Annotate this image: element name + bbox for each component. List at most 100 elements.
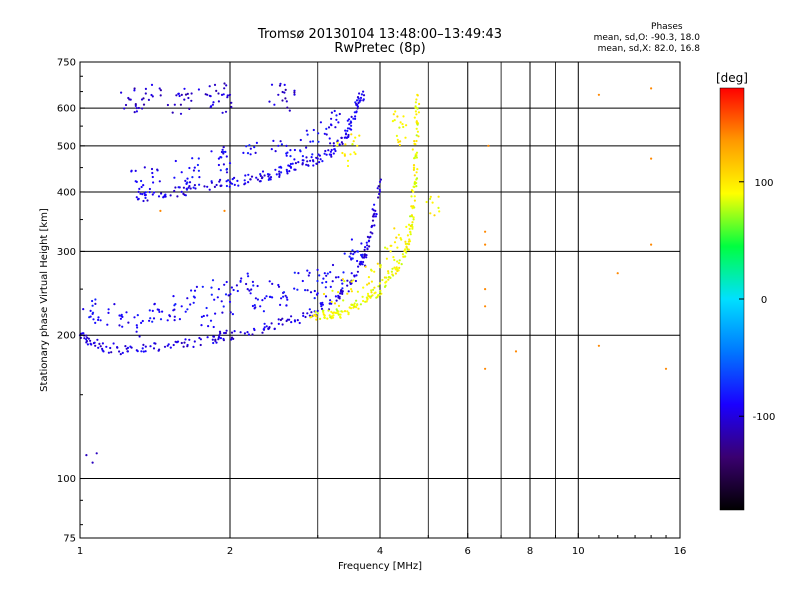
data-point-3-66	[253, 146, 256, 149]
data-point-0-235	[371, 215, 375, 218]
data-point-2-91	[259, 173, 262, 176]
data-point-7-57	[405, 225, 408, 228]
data-point-4-87	[283, 91, 286, 94]
data-point-2-115	[294, 162, 297, 165]
data-point-3-48	[210, 150, 213, 153]
data-point-3-84	[317, 140, 320, 143]
data-point-0-206	[365, 256, 368, 259]
data-point-1-92	[214, 312, 217, 315]
data-point-2-51	[193, 184, 196, 187]
data-point-4-15	[133, 89, 136, 92]
data-point-3-50	[225, 155, 228, 158]
data-point-1-121	[245, 282, 248, 286]
data-point-3-37	[191, 176, 194, 179]
data-point-7-46	[390, 244, 393, 247]
data-point-0-124	[262, 328, 265, 331]
data-point-2-25	[143, 192, 146, 195]
data-point-2-142	[319, 158, 322, 161]
data-point-6-150	[411, 227, 414, 230]
data-point-4-39	[166, 103, 169, 107]
colorbar: [deg] -100 0 100	[716, 71, 775, 511]
data-point-1-112	[247, 275, 250, 278]
data-point-6-210	[415, 98, 418, 101]
data-point-8-12	[664, 367, 668, 370]
data-point-1-142	[277, 285, 281, 288]
data-point-6-192	[415, 127, 418, 130]
data-point-1-63	[157, 308, 160, 311]
data-point-6-78	[370, 291, 373, 294]
data-point-0-233	[374, 215, 377, 218]
data-point-7-65	[392, 113, 395, 116]
data-point-0-17	[85, 338, 88, 341]
data-point-0-140	[277, 322, 280, 325]
data-point-0-110	[230, 338, 233, 341]
data-point-6-146	[411, 221, 414, 224]
data-point-0-142	[281, 323, 284, 326]
data-point-2-124	[286, 170, 289, 173]
data-point-2-160	[340, 141, 343, 144]
data-point-4-35	[178, 94, 181, 98]
data-point-2-197	[354, 101, 357, 104]
data-point-1-10	[228, 300, 232, 303]
data-point-6-188	[415, 139, 418, 143]
data-point-6-56	[341, 310, 344, 313]
data-point-2-181	[347, 135, 350, 139]
data-point-4-77	[273, 103, 276, 106]
data-point-0-178	[347, 290, 350, 293]
data-point-1-55	[149, 317, 152, 320]
data-point-6-105	[391, 273, 394, 276]
data-point-2-205	[359, 99, 362, 102]
data-point-0-62	[144, 350, 147, 353]
data-point-2-207	[358, 100, 361, 103]
data-point-0-148	[304, 315, 307, 319]
data-point-0-128	[247, 333, 250, 336]
data-point-0-117	[261, 331, 264, 334]
data-point-2-194	[349, 120, 352, 123]
data-point-6-181	[412, 166, 416, 169]
data-point-3-5	[228, 162, 232, 165]
data-point-1-94	[225, 280, 228, 284]
data-point-6-140	[403, 249, 406, 252]
data-point-7-62	[396, 115, 399, 118]
data-point-2-86	[261, 170, 265, 173]
data-point-0-136	[277, 318, 280, 321]
data-point-6-135	[407, 240, 410, 243]
data-point-7-69	[395, 134, 398, 137]
data-point-6-39	[323, 316, 326, 319]
data-point-0-56	[116, 346, 119, 349]
data-point-7-50	[386, 247, 389, 250]
data-point-1-46	[138, 335, 141, 338]
data-point-1-74	[173, 308, 176, 311]
data-point-1-80	[189, 303, 192, 306]
data-point-0-152	[310, 311, 313, 314]
data-point-6-61	[359, 303, 362, 306]
data-point-1-56	[152, 317, 156, 320]
data-point-3-83	[299, 149, 302, 152]
data-point-4-88	[286, 106, 289, 109]
data-point-6-121	[402, 255, 405, 258]
data-point-1-85	[193, 289, 197, 292]
x-tick-label-16: 16	[674, 546, 687, 557]
data-point-2-96	[261, 176, 264, 179]
data-point-2-107	[280, 171, 283, 174]
data-point-8-15	[223, 209, 226, 212]
data-point-4-48	[190, 99, 193, 102]
data-point-8-11	[650, 243, 653, 246]
data-point-2-158	[332, 144, 335, 147]
data-point-7-41	[387, 270, 390, 273]
data-point-2-103	[269, 178, 272, 181]
data-point-2-111	[278, 170, 281, 173]
data-point-3-12	[140, 179, 143, 183]
data-point-0-58	[130, 346, 133, 349]
data-point-3-80	[289, 149, 292, 152]
data-point-7-79	[343, 154, 346, 157]
data-point-3-4	[217, 157, 220, 160]
data-point-2-119	[297, 161, 300, 164]
data-point-6-77	[366, 292, 370, 295]
data-point-1-97	[210, 286, 213, 289]
data-point-1-196	[348, 255, 351, 258]
data-point-1-101	[213, 298, 216, 301]
data-point-6-96	[379, 290, 382, 293]
data-point-0-43	[90, 343, 93, 346]
x-tick-label-4: 4	[377, 546, 383, 557]
